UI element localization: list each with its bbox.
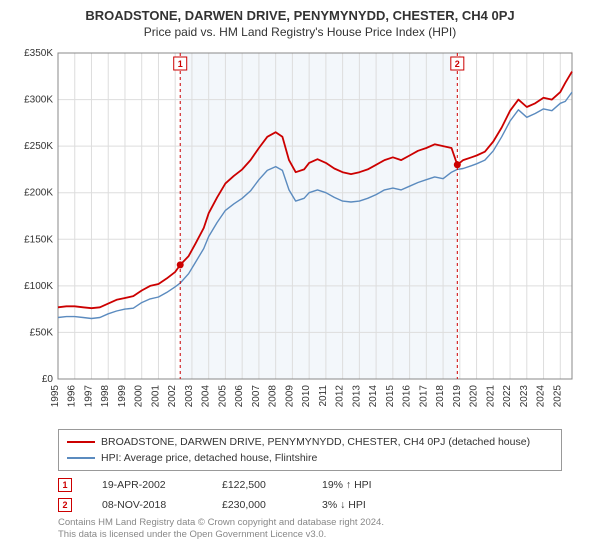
svg-text:2008: 2008 (268, 385, 279, 408)
svg-text:£250K: £250K (24, 141, 53, 152)
svg-text:2010: 2010 (301, 385, 312, 408)
chart-container: BROADSTONE, DARWEN DRIVE, PENYMYNYDD, CH… (0, 0, 600, 560)
svg-text:2022: 2022 (502, 385, 513, 408)
svg-text:2016: 2016 (402, 385, 413, 408)
svg-text:2011: 2011 (318, 385, 329, 407)
legend-label-price-paid: BROADSTONE, DARWEN DRIVE, PENYMYNYDD, CH… (101, 434, 530, 450)
svg-text:2021: 2021 (485, 385, 496, 408)
svg-text:£0: £0 (42, 374, 54, 385)
legend-row-hpi: HPI: Average price, detached house, Flin… (67, 450, 553, 466)
legend-row-price-paid: BROADSTONE, DARWEN DRIVE, PENYMYNYDD, CH… (67, 434, 553, 450)
svg-text:2000: 2000 (134, 385, 145, 408)
svg-text:£300K: £300K (24, 95, 53, 106)
chart-title: BROADSTONE, DARWEN DRIVE, PENYMYNYDD, CH… (10, 8, 590, 23)
svg-text:1996: 1996 (67, 385, 78, 408)
svg-text:2003: 2003 (184, 385, 195, 408)
marker-price-2: £230,000 (222, 495, 292, 515)
legend: BROADSTONE, DARWEN DRIVE, PENYMYNYDD, CH… (58, 429, 562, 471)
svg-text:2012: 2012 (335, 385, 346, 408)
svg-text:2023: 2023 (519, 385, 530, 408)
chart-plot: £0 £50K £100K £150K £200K £250K £300K £350K 1995… (10, 43, 590, 423)
svg-text:1995: 1995 (50, 385, 61, 408)
marker-row-1: 1 19-APR-2002 £122,500 19% ↑ HPI (58, 475, 562, 495)
svg-text:2: 2 (455, 59, 460, 69)
svg-text:2019: 2019 (452, 385, 463, 408)
svg-text:2013: 2013 (351, 385, 362, 408)
marker-date-2: 08-NOV-2018 (102, 495, 192, 515)
legend-swatch-hpi (67, 457, 95, 459)
svg-text:2009: 2009 (284, 385, 295, 408)
marker-hpi-2: 3% ↓ HPI (322, 495, 402, 515)
svg-text:2004: 2004 (201, 385, 212, 408)
svg-text:2018: 2018 (435, 385, 446, 408)
svg-text:2007: 2007 (251, 385, 262, 408)
marker-price-1: £122,500 (222, 475, 292, 495)
svg-text:£350K: £350K (24, 48, 53, 59)
svg-text:1: 1 (178, 59, 183, 69)
svg-text:2001: 2001 (150, 385, 161, 408)
marker-box-2: 2 (58, 498, 72, 512)
svg-text:£50K: £50K (30, 327, 54, 338)
legend-label-hpi: HPI: Average price, detached house, Flin… (101, 450, 317, 466)
svg-text:£200K: £200K (24, 188, 53, 199)
svg-text:2005: 2005 (217, 385, 228, 408)
legend-swatch-price-paid (67, 441, 95, 443)
footnote-line-1: Contains HM Land Registry data © Crown c… (58, 517, 562, 529)
svg-text:2006: 2006 (234, 385, 245, 408)
svg-text:2002: 2002 (167, 385, 178, 408)
marker-row-2: 2 08-NOV-2018 £230,000 3% ↓ HPI (58, 495, 562, 515)
svg-text:2020: 2020 (469, 385, 480, 408)
footnote: Contains HM Land Registry data © Crown c… (58, 517, 562, 541)
marker-date-1: 19-APR-2002 (102, 475, 192, 495)
marker-hpi-1: 19% ↑ HPI (322, 475, 402, 495)
svg-text:1999: 1999 (117, 385, 128, 408)
svg-text:1998: 1998 (100, 385, 111, 408)
marker-box-1: 1 (58, 478, 72, 492)
footnote-line-2: This data is licensed under the Open Gov… (58, 529, 562, 541)
chart-subtitle: Price paid vs. HM Land Registry's House … (10, 25, 590, 39)
svg-text:2014: 2014 (368, 385, 379, 408)
svg-text:2025: 2025 (552, 385, 563, 408)
svg-text:2024: 2024 (536, 385, 547, 408)
chart-svg: £0 £50K £100K £150K £200K £250K £300K £350K 1995… (10, 43, 590, 423)
svg-text:2015: 2015 (385, 385, 396, 408)
svg-text:2017: 2017 (418, 385, 429, 408)
svg-text:£100K: £100K (24, 281, 53, 292)
svg-text:1997: 1997 (83, 385, 94, 408)
svg-text:£150K: £150K (24, 234, 53, 245)
markers-table: 1 19-APR-2002 £122,500 19% ↑ HPI 2 08-NO… (58, 475, 562, 515)
